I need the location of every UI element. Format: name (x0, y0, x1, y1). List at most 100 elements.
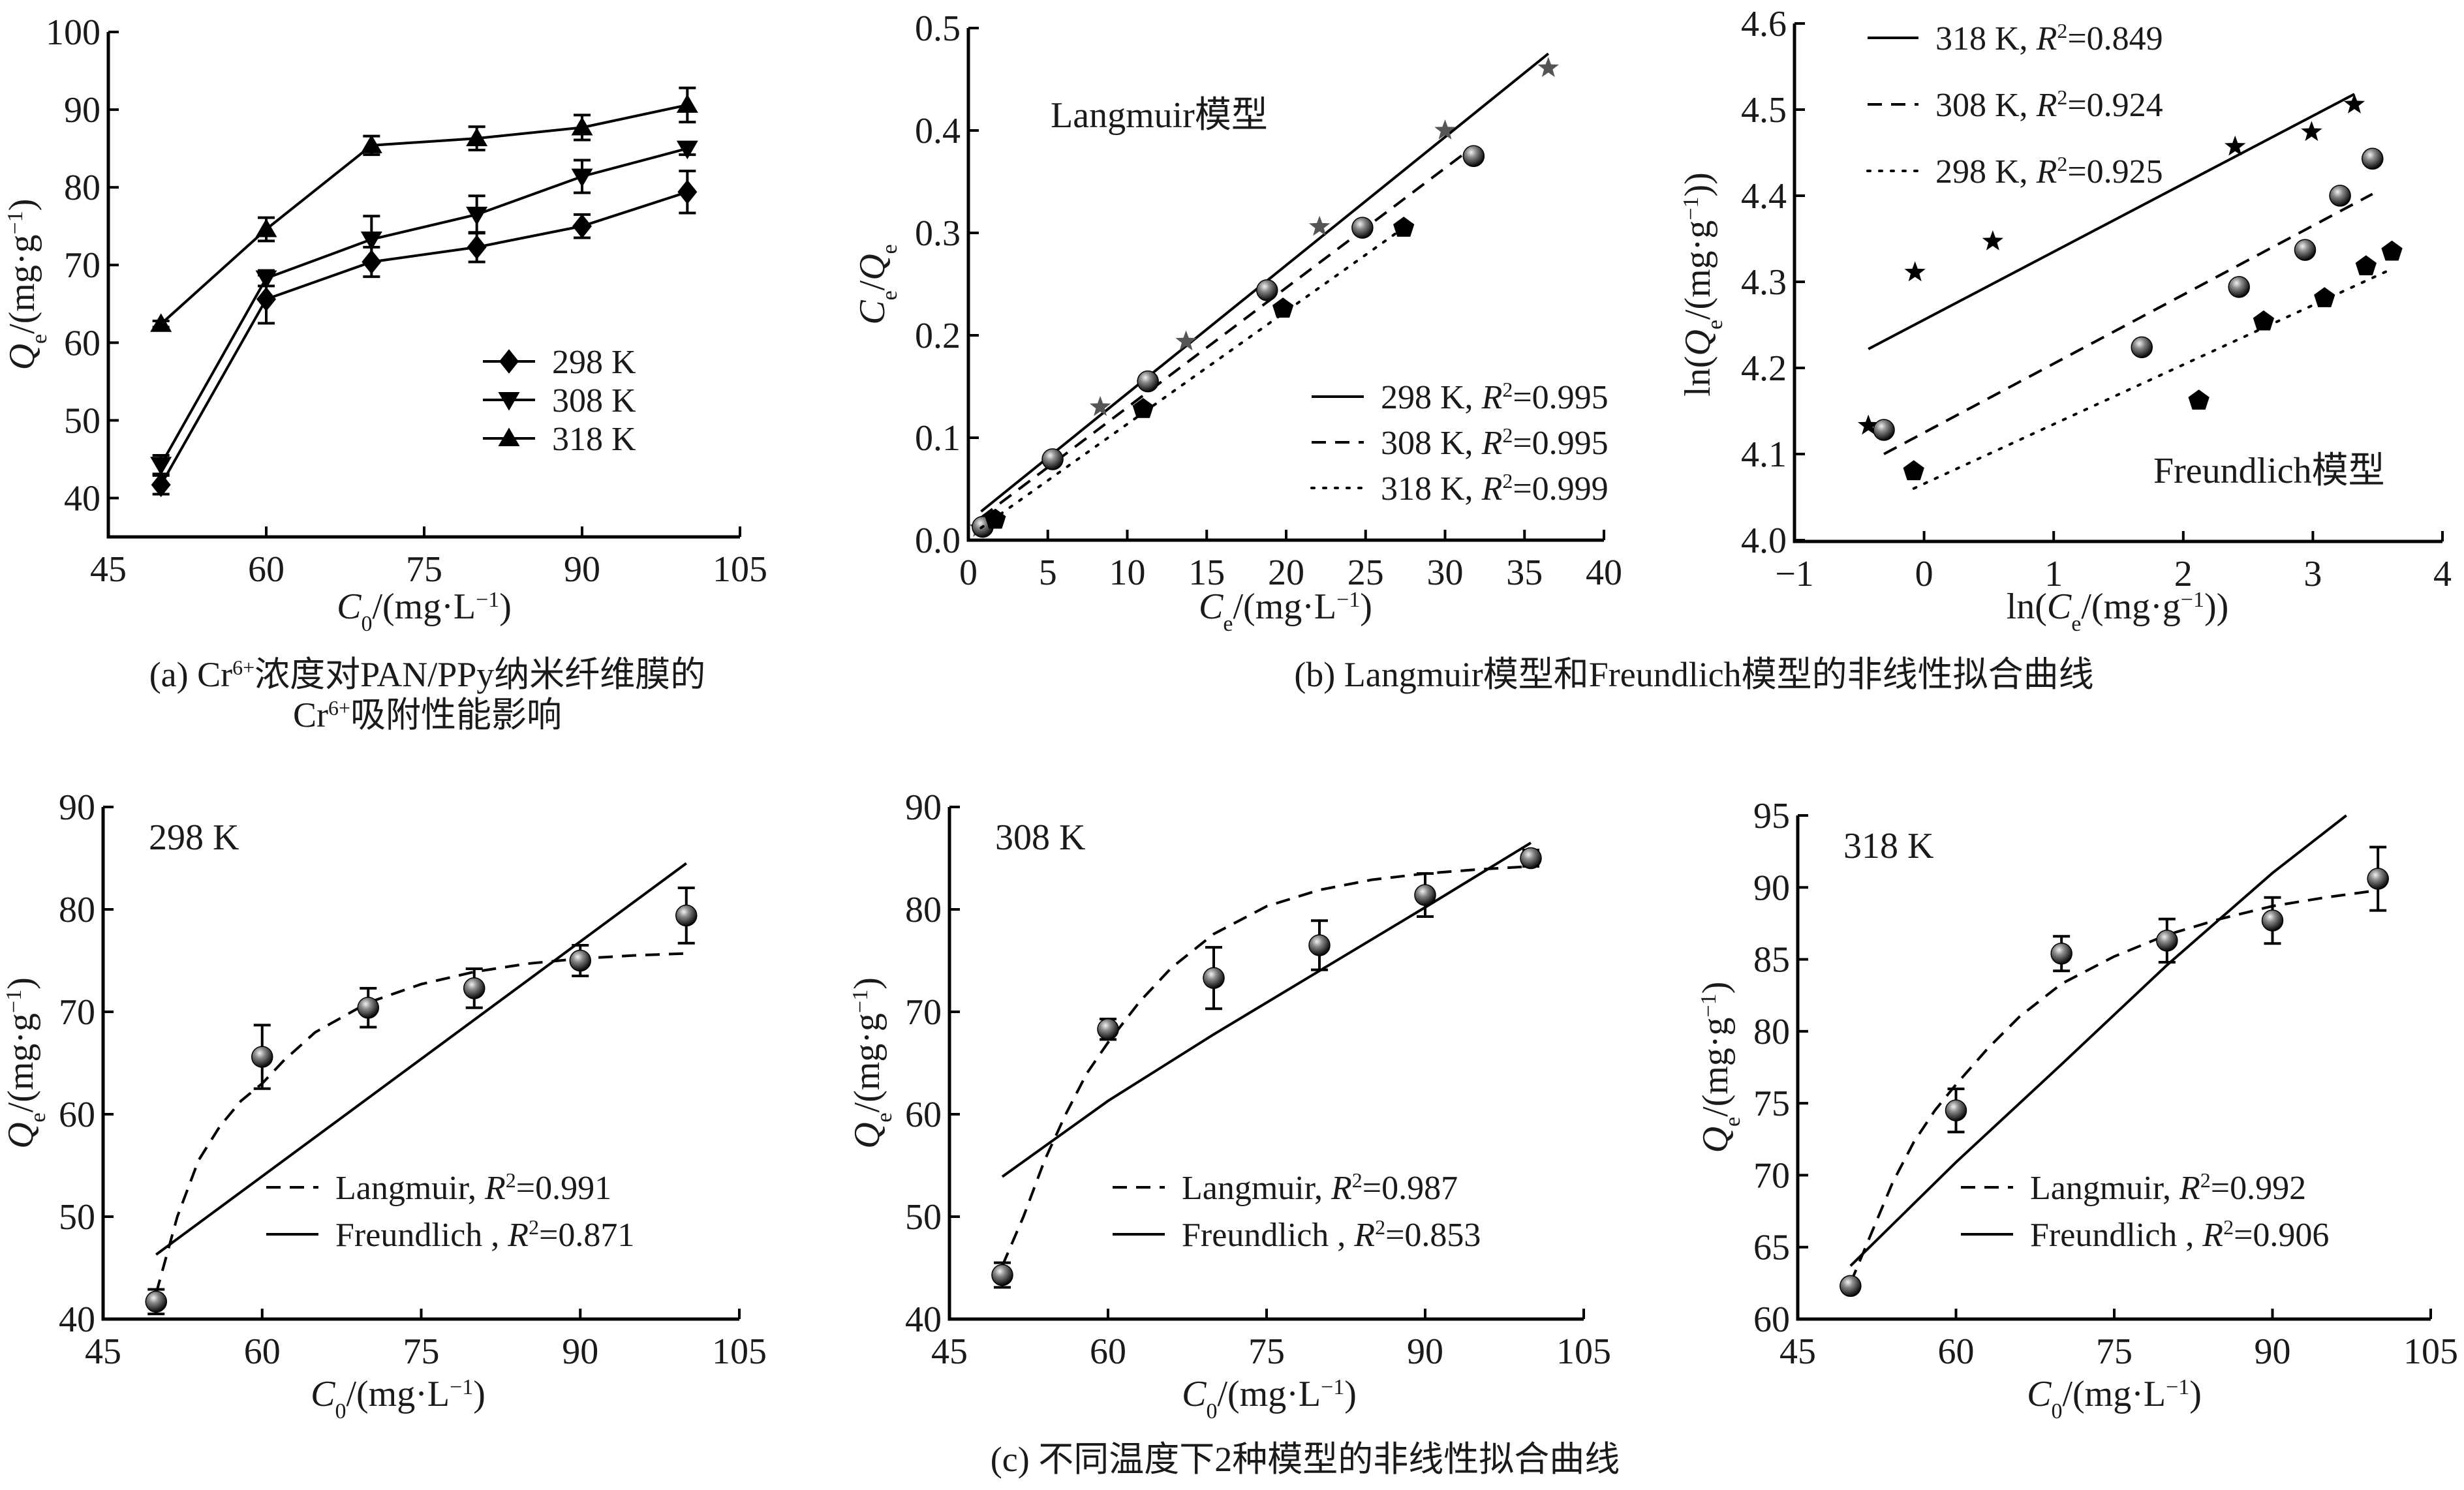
x-tick-label: 3 (2303, 554, 2322, 594)
x-tick-label: 15 (1188, 553, 1225, 593)
label-part: 0 (361, 612, 372, 636)
legend-r-symbol: R (1353, 1217, 1375, 1254)
caption-part: 吸附性能影响 (350, 695, 562, 735)
label-part: /(mg·L (372, 586, 476, 627)
label-part: /(mg·L (1217, 1374, 1321, 1414)
data-point (2343, 93, 2365, 114)
y-tick-label: 70 (905, 992, 942, 1033)
data-point (466, 127, 488, 147)
label-part: e (26, 1112, 50, 1122)
x-tick-label: 105 (2403, 1331, 2458, 1372)
data-point (1945, 1099, 1967, 1121)
y-axis-label: ln(Qe/(mg·g−1)) (1678, 172, 1727, 397)
data-point (569, 949, 591, 972)
data-point (145, 1290, 167, 1313)
x-axis-label: C0/(mg·L−1) (311, 1374, 485, 1423)
caption-part: 浓度对PAN/PPy纳米纤维膜的 (254, 655, 705, 694)
label-part: e (1721, 1117, 1745, 1127)
chart-b-freundlich: 4.0 4.1 4.2 4.3 4.4 4.5 4.6 −1 0 1 2 3 4 Freundlich模型… (1678, 4, 2452, 636)
label-part: /(mg·g (847, 1013, 887, 1112)
label-part: ) (499, 586, 512, 627)
legend-superscript: 2 (1375, 1215, 1385, 1239)
x-tick-label: 25 (1348, 553, 1384, 593)
label-part: C (852, 300, 893, 325)
legend-superscript: 2 (1502, 378, 1513, 401)
label-part: /(mg·L (346, 1374, 450, 1414)
label-part: ) (2, 199, 42, 211)
data-point (1520, 847, 1542, 870)
data-point (256, 286, 276, 312)
label-part: e (1703, 320, 1727, 329)
label-part: −1 (476, 588, 499, 612)
legend-series-name: 298 K, (1381, 379, 1482, 416)
x-tick-label: 90 (1407, 1331, 1443, 1372)
legend-r2-value: =0.987 (1363, 1170, 1458, 1207)
x-tick-label: 35 (1506, 553, 1543, 593)
y-tick-label: 90 (1753, 868, 1790, 908)
data-point (2225, 135, 2246, 156)
legend-superscript: 2 (529, 1215, 539, 1239)
data-point (1982, 230, 2004, 251)
x-tick-label: 60 (1938, 1331, 1975, 1372)
x-tick-label: 75 (406, 549, 442, 590)
x-tick-label: 75 (403, 1331, 440, 1372)
label-part: e (27, 334, 52, 344)
data-point (675, 904, 698, 927)
x-tick-label: 105 (713, 549, 767, 590)
legend-r-symbol: R (1481, 379, 1503, 416)
label-part: ) (1695, 982, 1736, 994)
label-part: Q (1, 1122, 41, 1148)
label-part: e (878, 290, 902, 300)
label-part: −1 (450, 1375, 473, 1399)
y-tick-label: 4.6 (1741, 4, 1787, 44)
x-tick-label: 4 (2433, 554, 2452, 594)
y-axis-label: Qe/(mg·g−1) (2, 199, 52, 371)
legend-item-label: 318 K, R2=0.999 (1381, 469, 1609, 508)
data-point (1272, 297, 1294, 318)
data-point (1462, 145, 1485, 167)
x-tick-label: 90 (2255, 1331, 2291, 1372)
label-part: −1 (1679, 196, 1703, 220)
temperature-annotation: 308 K (995, 817, 1085, 858)
legend-item-label: Freundlich , R2=0.871 (335, 1215, 634, 1254)
legend-series-name: 298 K, (1935, 153, 2037, 190)
legend-r-symbol: R (507, 1217, 529, 1254)
data-point (2253, 310, 2275, 331)
legend-series-name: 298 K (552, 344, 636, 381)
y-tick-label: 70 (64, 245, 100, 286)
fit-line (1883, 192, 2373, 455)
data-point (1308, 934, 1331, 956)
legend-r2-value: =0.853 (1385, 1217, 1481, 1254)
legend-r-symbol: R (2036, 87, 2057, 124)
legend-r2-value: =0.871 (539, 1217, 634, 1254)
legend-item-label: Langmuir, R2=0.992 (2030, 1168, 2306, 1207)
data-point (466, 206, 488, 226)
label-part: /(mg·g (2, 234, 42, 333)
series-line (159, 190, 688, 486)
label-part: /(mg·g (2081, 586, 2180, 627)
legend-r2-value: =0.906 (2234, 1217, 2329, 1254)
freundlich-fit-curve (155, 862, 687, 1256)
legend-item-label: 298 K, R2=0.925 (1935, 152, 2163, 190)
legend-item-label: 308 K, R2=0.995 (1381, 423, 1609, 462)
caption-a-line1: (a) Cr6+浓度对PAN/PPy纳米纤维膜的 (149, 655, 706, 694)
y-tick-label: 85 (1753, 940, 1790, 981)
data-point (251, 1046, 273, 1068)
legend-r-symbol: R (484, 1170, 506, 1207)
data-point (1903, 460, 1924, 481)
legend-superscript: 2 (2200, 1168, 2211, 1192)
y-tick-label: 65 (1753, 1228, 1790, 1268)
y-tick-label: 4.2 (1741, 348, 1787, 389)
data-point (1840, 1275, 1862, 1298)
langmuir-fit-curve (1001, 865, 1532, 1267)
legend-superscript: 2 (1352, 1168, 1363, 1192)
legend-r2-value: =0.995 (1513, 425, 1608, 462)
series-line (160, 103, 688, 326)
label-part: ) (847, 977, 887, 990)
label-part: Q (2, 344, 42, 370)
data-point (1308, 215, 1331, 236)
y-tick-label: 50 (59, 1197, 95, 1238)
data-point (1904, 261, 1926, 282)
